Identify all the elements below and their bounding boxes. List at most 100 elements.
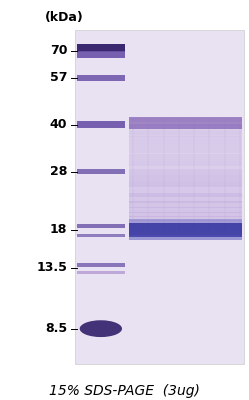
Bar — [129, 196, 242, 198]
Bar — [129, 119, 242, 121]
Bar — [129, 160, 242, 162]
Bar — [129, 222, 242, 224]
Bar — [129, 214, 242, 215]
Bar — [129, 220, 242, 222]
Bar — [77, 263, 124, 267]
Bar — [129, 212, 242, 214]
Text: 40: 40 — [50, 118, 67, 131]
Bar — [129, 119, 242, 120]
Bar — [129, 138, 242, 140]
Bar — [129, 162, 242, 164]
Bar — [129, 172, 242, 174]
Bar — [77, 44, 124, 52]
Text: (kDa): (kDa) — [45, 11, 84, 24]
Bar — [129, 195, 242, 197]
Bar — [239, 118, 241, 237]
Bar — [129, 211, 242, 213]
Bar — [129, 151, 242, 153]
Bar — [129, 182, 242, 184]
Bar — [129, 222, 242, 237]
Text: 13.5: 13.5 — [36, 261, 67, 274]
Bar — [129, 191, 242, 192]
Bar — [129, 154, 242, 155]
Bar — [77, 271, 124, 274]
Bar — [129, 189, 242, 190]
Bar — [129, 117, 242, 129]
Bar — [193, 118, 195, 237]
Bar — [129, 192, 242, 194]
Bar — [129, 198, 242, 199]
Bar — [129, 170, 242, 171]
Text: 70: 70 — [50, 44, 67, 57]
Bar — [129, 150, 242, 151]
Bar — [129, 180, 242, 182]
Bar — [129, 153, 242, 154]
Bar — [129, 219, 242, 223]
Bar — [129, 122, 242, 124]
Bar — [129, 164, 242, 166]
Bar — [129, 228, 242, 229]
Bar — [129, 226, 242, 228]
Bar — [129, 202, 242, 204]
Bar — [129, 161, 242, 163]
Bar — [129, 229, 242, 230]
Bar — [129, 186, 242, 188]
Bar — [129, 124, 242, 126]
Bar — [129, 207, 242, 209]
Bar — [129, 120, 242, 122]
Bar — [129, 139, 242, 141]
Bar — [132, 118, 134, 237]
Bar — [77, 234, 124, 237]
Bar — [129, 179, 242, 181]
Bar — [129, 157, 242, 158]
Bar — [147, 118, 149, 237]
Bar — [129, 134, 242, 136]
Bar — [129, 136, 242, 138]
Bar — [129, 218, 242, 219]
Bar — [129, 152, 242, 154]
Bar — [129, 134, 242, 135]
Bar — [129, 176, 242, 178]
Bar — [129, 215, 242, 217]
Bar — [129, 122, 242, 124]
Bar — [129, 188, 242, 189]
Bar — [129, 160, 242, 161]
Bar — [129, 124, 242, 126]
Bar — [129, 194, 242, 196]
Bar — [129, 159, 242, 160]
Bar — [129, 193, 242, 195]
Bar — [129, 200, 242, 202]
Bar — [129, 155, 242, 157]
Bar — [208, 118, 210, 237]
Text: 57: 57 — [50, 72, 67, 84]
Bar — [129, 117, 242, 119]
Bar — [129, 148, 242, 150]
Bar — [129, 117, 242, 122]
Bar — [129, 133, 242, 134]
Bar — [129, 225, 242, 226]
Bar — [129, 147, 242, 149]
Text: 28: 28 — [50, 165, 67, 178]
Bar — [129, 136, 242, 137]
Bar — [129, 143, 242, 145]
Bar — [129, 173, 242, 175]
Bar — [129, 171, 242, 173]
Bar — [224, 118, 226, 237]
Bar — [129, 216, 242, 218]
Bar — [129, 135, 242, 136]
Bar — [129, 154, 242, 156]
Bar — [129, 125, 242, 127]
Bar — [129, 158, 242, 159]
Bar — [77, 52, 124, 58]
Bar — [129, 123, 242, 125]
Bar — [129, 201, 242, 203]
Bar — [129, 132, 242, 134]
Bar — [129, 150, 242, 152]
Bar — [129, 137, 242, 139]
Bar — [129, 181, 242, 183]
Bar — [77, 224, 124, 228]
Bar — [129, 146, 242, 148]
Ellipse shape — [80, 320, 122, 337]
Bar — [129, 219, 242, 221]
Bar — [129, 184, 242, 186]
